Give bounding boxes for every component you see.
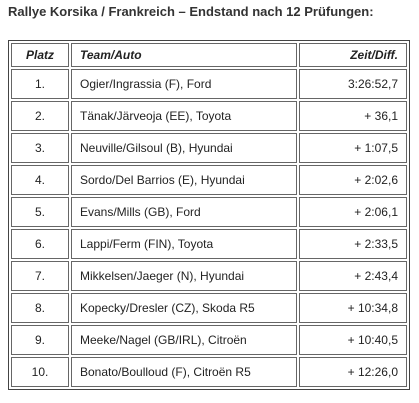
- header-row: Platz Team/Auto Zeit/Diff.: [11, 43, 407, 67]
- position: 7.: [11, 261, 69, 291]
- time: + 10:40,5: [299, 325, 407, 355]
- time: + 12:26,0: [299, 357, 407, 387]
- result-row: 3. Neuville/Gilsoul (B), Hyundai + 1:07,5: [11, 133, 407, 163]
- team: Bonato/Boulloud (F), Citroën R5: [71, 357, 297, 387]
- time: + 2:06,1: [299, 197, 407, 227]
- time: + 10:34,8: [299, 293, 407, 323]
- team: Meeke/Nagel (GB/IRL), Citroën: [71, 325, 297, 355]
- time: + 2:02,6: [299, 165, 407, 195]
- team: Lappi/Ferm (FIN), Toyota: [71, 229, 297, 259]
- result-row: 10. Bonato/Boulloud (F), Citroën R5 + 12:2…: [11, 357, 407, 387]
- time: + 2:33,5: [299, 229, 407, 259]
- result-row: 2. Tänak/Järveoja (EE), Toyota + 36,1: [11, 101, 407, 131]
- result-row: 4. Sordo/Del Barrios (E), Hyundai + 2:02,6: [11, 165, 407, 195]
- time: 3:26:52,7: [299, 69, 407, 99]
- time: + 36,1: [299, 101, 407, 131]
- column-header: Zeit/Diff.: [299, 43, 407, 67]
- position: 3.: [11, 133, 69, 163]
- result-row: 1. Ogier/Ingrassia (F), Ford 3:26:52,7: [11, 69, 407, 99]
- result-row: 9. Meeke/Nagel (GB/IRL), Citroën + 10:40,5: [11, 325, 407, 355]
- position: 6.: [11, 229, 69, 259]
- position: 2.: [11, 101, 69, 131]
- team: Sordo/Del Barrios (E), Hyundai: [71, 165, 297, 195]
- position: 9.: [11, 325, 69, 355]
- time: + 1:07,5: [299, 133, 407, 163]
- result-row: 5. Evans/Mills (GB), Ford + 2:06,1: [11, 197, 407, 227]
- team: Tänak/Järveoja (EE), Toyota: [71, 101, 297, 131]
- title: Rallye Korsika / Frankreich – Endstand n…: [8, 4, 374, 19]
- position: 8.: [11, 293, 69, 323]
- team: Neuville/Gilsoul (B), Hyundai: [71, 133, 297, 163]
- column-header: Team/Auto: [71, 43, 297, 67]
- position: 4.: [11, 165, 69, 195]
- team: Mikkelsen/Jaeger (N), Hyundai: [71, 261, 297, 291]
- time: + 2:43,4: [299, 261, 407, 291]
- position: 1.: [11, 69, 69, 99]
- position: 5.: [11, 197, 69, 227]
- result-row: 8. Kopecky/Dresler (CZ), Skoda R5 + 10:34,…: [11, 293, 407, 323]
- team: Kopecky/Dresler (CZ), Skoda R5: [71, 293, 297, 323]
- result-row: 6. Lappi/Ferm (FIN), Toyota + 2:33,5: [11, 229, 407, 259]
- results-table: Platz Team/Auto Zeit/Diff. 1. Ogier/Ingrass…: [8, 40, 410, 390]
- position: 10.: [11, 357, 69, 387]
- team: Evans/Mills (GB), Ford: [71, 197, 297, 227]
- team: Ogier/Ingrassia (F), Ford: [71, 69, 297, 99]
- column-header: Platz: [11, 43, 69, 67]
- result-row: 7. Mikkelsen/Jaeger (N), Hyundai + 2:43,4: [11, 261, 407, 291]
